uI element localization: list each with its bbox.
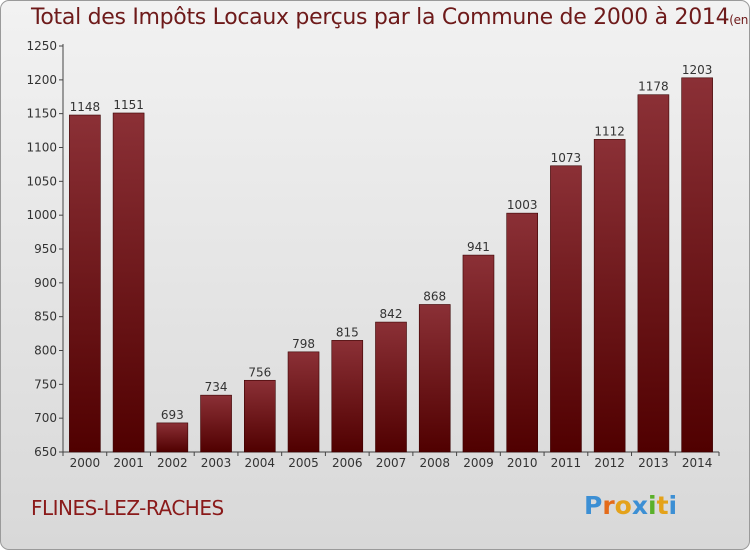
data-label-2000: 1148	[70, 100, 101, 114]
bar-2004	[244, 379, 276, 453]
bars: 1148 1151 693 734 756 798 815 842 868 941 1003 1073…	[69, 63, 713, 453]
x-tick-label-2005: 2005	[288, 456, 319, 470]
x-tick-label-2001: 2001	[113, 456, 144, 470]
data-label-2002: 693	[161, 408, 184, 422]
data-label-2010: 1003	[507, 198, 538, 212]
chart-title: Total des Impôts Locaux perçus par la Co…	[31, 5, 749, 30]
data-label-2004: 756	[248, 365, 271, 379]
bar-2010	[506, 212, 539, 453]
data-label-2005: 798	[292, 337, 315, 351]
data-label-2003: 734	[205, 380, 228, 394]
logo-letter: t	[656, 491, 669, 520]
x-tick-label-2006: 2006	[332, 456, 363, 470]
data-label-2001: 1151	[113, 98, 144, 112]
x-tick-label-2011: 2011	[551, 456, 582, 470]
x-tick-label-2013: 2013	[638, 456, 669, 470]
chart-title-main: Total des Impôts Locaux perçus par la Co…	[31, 5, 730, 30]
y-tick-label: 700	[34, 411, 57, 425]
x-tick-label-2008: 2008	[419, 456, 450, 470]
x-tick-label-2010: 2010	[507, 456, 538, 470]
y-tick-label: 1100	[26, 141, 57, 155]
y-tick-label: 650	[34, 445, 57, 459]
bar-2009	[462, 254, 495, 453]
x-tick-label-2000: 2000	[70, 456, 101, 470]
logo-letter: r	[602, 491, 615, 520]
y-tick-label: 1000	[26, 208, 57, 222]
logo-letter: P	[584, 491, 603, 520]
bar-2005	[287, 351, 320, 453]
y-tick-label: 950	[34, 242, 57, 256]
bar-2002	[156, 422, 189, 453]
logo-letter: x	[631, 491, 648, 520]
data-label-2009: 941	[467, 240, 490, 254]
data-label-2013: 1178	[638, 80, 669, 94]
proxiti-logo: Proxiti	[584, 491, 677, 520]
data-label-2006: 815	[336, 325, 359, 339]
logo-letter: i	[648, 491, 657, 520]
commune-name: FLINES-LEZ-RACHES	[31, 496, 224, 520]
x-tick-label-2004: 2004	[245, 456, 276, 470]
logo-letter: o	[614, 491, 632, 520]
x-tick-label-2007: 2007	[376, 456, 407, 470]
chart-subtitle: (en milliers d'€)	[729, 13, 749, 27]
y-tick-label: 900	[34, 276, 57, 290]
y-tick-label: 1250	[26, 39, 57, 53]
y-tick-label: 1200	[26, 73, 57, 87]
bar-2000	[69, 114, 101, 453]
bar-2012	[593, 139, 626, 453]
bar-2006	[331, 340, 364, 453]
y-tick-label: 850	[34, 310, 57, 324]
data-label-2011: 1073	[551, 151, 582, 165]
x-tick-label-2003: 2003	[201, 456, 232, 470]
x-tick-label-2012: 2012	[594, 456, 625, 470]
x-tick-label-2009: 2009	[463, 456, 494, 470]
axes: 650 700 750 800 850 900 950 1000 1050 1100 1150 120…	[26, 39, 720, 470]
bar-2013	[637, 94, 670, 453]
logo-letter: i	[668, 491, 678, 520]
x-tick-label-2014: 2014	[682, 456, 713, 470]
bar-2001	[112, 112, 145, 453]
y-tick-label: 1150	[26, 107, 57, 121]
bar-2003	[200, 394, 232, 453]
bar-2008	[418, 304, 451, 453]
data-label-2014: 1203	[682, 63, 713, 77]
data-label-2012: 1112	[594, 124, 625, 138]
data-label-2008: 868	[423, 289, 446, 303]
y-tick-label: 750	[34, 377, 57, 391]
bar-2011	[550, 165, 582, 453]
y-tick-label: 1050	[26, 174, 57, 188]
bar-2007	[375, 321, 407, 453]
data-label-2007: 842	[380, 307, 403, 321]
x-tick-label-2002: 2002	[157, 456, 188, 470]
bar-2014	[681, 77, 713, 453]
y-tick-label: 800	[34, 344, 57, 358]
